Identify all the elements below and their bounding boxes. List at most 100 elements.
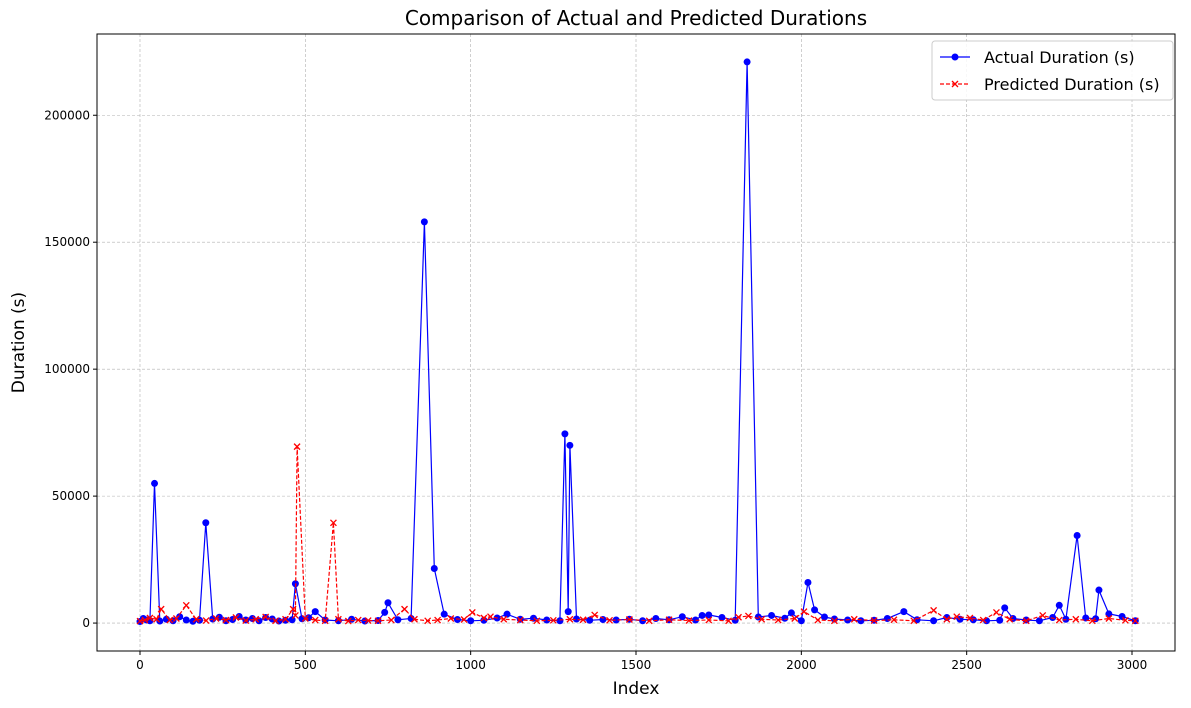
x-tick-label: 1000 [455,658,486,672]
x-marker-stroke [830,617,838,625]
actual-point [467,617,475,625]
x-tick-label: 2500 [951,658,982,672]
predicted-point [311,616,319,624]
legend-marker-predicted [951,80,959,88]
predicted-point [272,617,280,625]
x-marker-stroke [591,611,599,619]
x-marker-stroke [645,617,653,625]
x-marker-stroke [480,614,488,622]
x-marker-stroke [387,616,395,624]
x-marker-stroke [1039,611,1047,619]
actual-point [900,608,908,616]
ticks: 0 500 1000 1500 2000 2500 3000 0 50000 100000 1500… [44,108,1147,672]
actual-point [996,616,1004,624]
predicted-point [487,613,494,621]
legend-label-predicted: Predicted Duration (s) [984,75,1160,94]
predicted-point [387,616,395,624]
predicted-point [705,616,713,624]
y-tick-label: 100000 [44,362,90,376]
predicted-point [424,617,432,625]
actual-point [781,614,789,622]
actual-point [394,616,402,624]
predicted-point [953,613,961,621]
x-marker-stroke [814,616,822,624]
predicted-point [830,617,838,625]
predicted-point [282,615,289,623]
x-marker-stroke [146,614,154,622]
x-marker-stroke [758,615,766,623]
x-marker-stroke [579,616,587,624]
x-marker-stroke [293,443,301,451]
actual-point [384,599,392,607]
predicted-point [146,614,154,622]
actual-point [311,608,319,616]
legend-box [931,40,1174,101]
predicted-point [334,615,342,623]
x-marker-stroke [334,615,342,623]
actual-point [930,617,938,625]
x-axis-label: Index [613,679,660,699]
legend-label-actual: Actual Duration (s) [984,48,1135,67]
actual-point [566,441,574,449]
x-tick-label: 2000 [786,658,817,672]
predicted-point [374,617,382,625]
x-marker-stroke [1105,615,1113,622]
predicted-point [744,612,752,620]
actual-point [556,617,564,625]
predicted-point [500,615,508,623]
predicted-point [665,616,673,624]
x-marker-stroke [500,615,508,623]
predicted-point [758,615,766,623]
x-marker-stroke [606,616,614,624]
actual-point [156,617,164,625]
predicted-point [468,608,476,616]
predicted-point [1039,611,1047,619]
x-marker-stroke [979,616,987,624]
actual-point [480,616,488,624]
predicted-point [930,606,938,614]
series-predicted [136,443,1139,625]
x-marker-stroke [516,616,524,624]
predicted-point [354,616,362,624]
x-marker-stroke [202,617,210,624]
predicted-point [480,614,488,622]
x-marker-stroke [262,613,270,621]
x-marker-stroke [533,617,541,625]
predicted-point [516,616,524,624]
x-marker-stroke [401,605,408,613]
predicted-point [232,614,240,621]
actual-point [1073,531,1081,539]
predicted-point [1105,615,1113,622]
actual-point [612,616,620,624]
predicted-point [1055,616,1063,624]
x-marker-stroke [953,613,961,621]
x-marker-stroke [282,615,289,623]
x-tick-label: 1500 [621,658,652,672]
predicted-point [533,617,541,625]
x-marker-stroke [157,605,165,613]
x-marker-stroke [329,519,337,527]
x-marker-stroke [870,617,878,624]
x-marker-stroke [364,617,372,624]
x-marker-stroke [374,617,382,625]
x-marker-stroke [447,615,455,622]
x-marker-stroke [943,615,951,623]
x-marker-stroke [212,615,220,622]
x-marker-stroke [242,617,250,624]
x-marker-stroke [930,606,938,614]
x-marker-stroke [321,617,329,625]
predicted-point [222,616,230,624]
actual-point [705,611,713,619]
actual-point [787,609,795,617]
actual-point [288,616,296,624]
predicted-point [606,616,614,624]
predicted-point [401,605,408,613]
y-tick-label: 200000 [44,108,90,122]
predicted-point [242,617,250,624]
predicted-point [293,443,301,451]
actual-point [543,616,551,624]
actual-point [1049,613,1057,621]
predicted-point [910,617,918,625]
predicted-point [791,615,799,622]
